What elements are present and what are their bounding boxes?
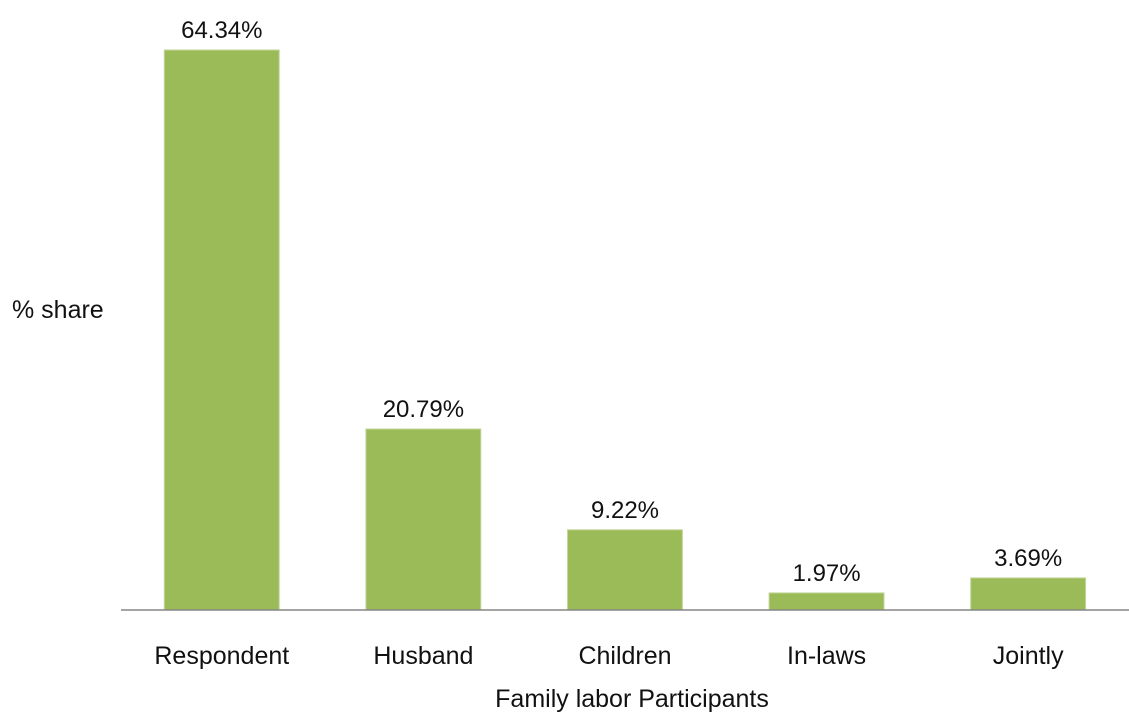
x-axis-title: Family labor Participants	[495, 685, 769, 713]
x-tick-label: In-laws	[787, 642, 866, 670]
x-tick-label: Jointly	[993, 642, 1064, 670]
bars-layer	[163, 49, 1087, 611]
data-label: 20.79%	[383, 396, 464, 423]
x-tick-label: Respondent	[154, 642, 289, 670]
x-tick-label: Husband	[373, 642, 473, 670]
y-axis-title: % share	[12, 296, 104, 324]
bar-in-laws	[768, 592, 885, 611]
bar-respondent	[163, 49, 280, 611]
bar-children	[567, 529, 683, 611]
x-tick-label: Children	[578, 642, 671, 670]
labels-layer: 64.34% Respondent 20.79% Husband 9.22% Childr…	[154, 17, 1064, 670]
bar-husband	[365, 428, 482, 611]
data-label: 9.22%	[591, 497, 659, 524]
bar-jointly	[970, 577, 1087, 611]
data-label: 64.34%	[181, 17, 262, 44]
data-label: 3.69%	[994, 545, 1062, 572]
data-label: 1.97%	[793, 560, 861, 587]
